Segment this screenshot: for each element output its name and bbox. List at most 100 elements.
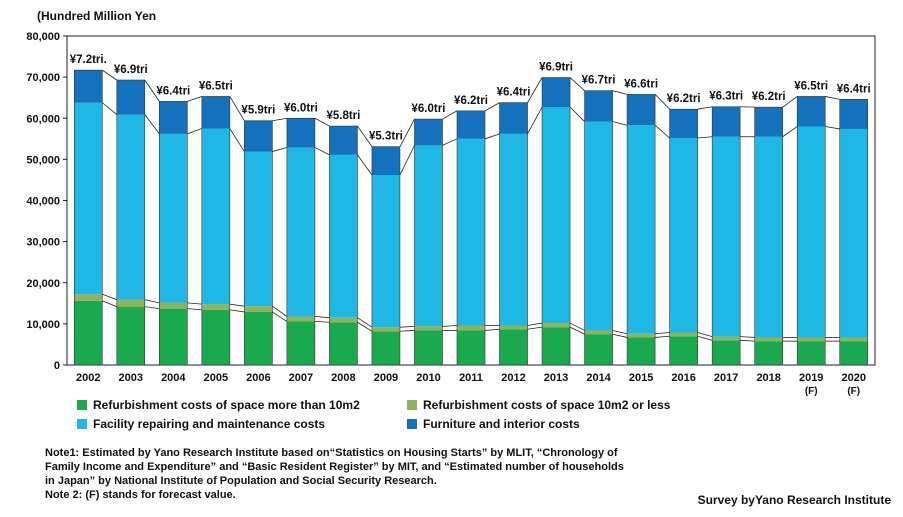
y-tick-label: 40,000 — [26, 196, 60, 208]
series-connector-line — [527, 106, 543, 135]
bar-segment — [627, 125, 656, 334]
x-tick-label: 2009 — [374, 372, 398, 384]
y-tick-label: 70,000 — [26, 72, 60, 84]
total-value-label: ¥6.4tri — [497, 87, 531, 99]
total-value-label: ¥5.3tri — [369, 131, 403, 143]
total-value-label: ¥5.9tri — [241, 105, 275, 117]
series-connector-line — [272, 117, 287, 122]
bar-outline — [244, 120, 273, 366]
bar-segment — [584, 330, 613, 335]
legend-swatch — [407, 400, 417, 410]
series-connector-line — [782, 96, 798, 108]
bar-segment — [286, 316, 315, 322]
series-connector-line — [314, 316, 330, 319]
total-value-label: ¥6.2tri — [667, 93, 701, 105]
series-connector-line — [527, 322, 543, 326]
x-tick-label: 2015 — [629, 372, 653, 384]
bar-segment — [457, 325, 485, 331]
bar-segment — [542, 323, 571, 328]
total-value-label: ¥6.9tri — [539, 62, 573, 74]
y-tick-label: 80,000 — [26, 31, 60, 43]
x-tick-label: 2012 — [501, 372, 525, 384]
bar-segment — [542, 107, 571, 324]
bar-outline — [584, 90, 613, 366]
bar-segment — [627, 337, 656, 365]
bar-segment — [797, 337, 826, 342]
bar-segment — [371, 175, 400, 328]
bar-outline — [371, 146, 401, 366]
bar-segment — [244, 311, 273, 365]
bar-segment — [457, 138, 485, 326]
bar-segment — [797, 341, 826, 365]
bar-segment — [839, 99, 868, 129]
bar-segment — [244, 120, 273, 152]
bar-segment — [74, 102, 103, 295]
series-connector-line — [654, 94, 670, 110]
bar-segment — [414, 330, 443, 365]
bar-outline — [159, 101, 188, 366]
note-line-1: Note1: Estimated by Yano Research Instit… — [45, 447, 618, 459]
total-value-label: ¥6.2tri — [454, 95, 488, 107]
bar-segment — [414, 119, 443, 146]
series-connector-line — [187, 308, 202, 311]
series-connector-line — [740, 339, 755, 342]
bar-segment — [201, 304, 230, 310]
source-credit: Survey byYano Research Institute — [697, 493, 891, 507]
bar-outline — [796, 96, 826, 366]
series-connector-line — [144, 114, 160, 135]
total-value-label: ¥6.5tri — [199, 80, 233, 92]
bar-segment — [712, 106, 741, 137]
total-value-label: ¥5.8tri — [326, 110, 360, 122]
bar-outline — [839, 99, 869, 366]
bar-segment — [839, 128, 868, 338]
series-connector-line — [654, 124, 670, 139]
bar-segment — [116, 114, 145, 300]
legend-item-facility-repair: Facility repairing and maintenance costs — [77, 417, 325, 431]
series-connector-line — [612, 333, 628, 338]
bar-segment — [584, 121, 613, 331]
x-tick-label: 2018 — [756, 372, 780, 384]
bar-segment — [286, 147, 315, 317]
series-connector-line — [102, 102, 118, 115]
bar-segment — [754, 107, 783, 137]
x-tick-label: 2007 — [289, 372, 313, 384]
x-tick-label: 2020 — [841, 372, 865, 384]
series-connector-line — [399, 145, 415, 176]
plot-area: 0 10,000 20,000 30,000 40,000 50,000 60,000 70,… — [26, 31, 876, 397]
y-axis-unit-label: (Hundred Million Yen — [37, 9, 157, 23]
bar-segment — [457, 110, 485, 139]
bar-outline — [499, 102, 528, 366]
x-tick-label: 2002 — [76, 372, 100, 384]
bar-segment — [329, 317, 358, 323]
bar-segment — [584, 334, 613, 365]
bar-segment — [244, 306, 273, 312]
y-tick-label: 20,000 — [26, 278, 60, 290]
y-tick-label: 30,000 — [26, 237, 60, 249]
note-line-2: Family Income and Expenditure” and “Basi… — [45, 461, 624, 473]
bar-segment — [542, 77, 571, 108]
bar-segment — [499, 325, 528, 330]
bar-segment — [159, 101, 188, 134]
series-connector-line — [612, 90, 628, 95]
bar-segment — [201, 309, 230, 365]
bar-segment — [201, 128, 230, 305]
series-connector-line — [484, 102, 500, 112]
series-connector-line — [187, 302, 202, 305]
series-connector-line — [527, 326, 543, 330]
series-connector-line — [187, 96, 202, 102]
bar-outline — [201, 96, 231, 366]
bar-outline — [711, 106, 741, 366]
series-connector-line — [229, 303, 245, 307]
bar-segment — [457, 330, 485, 365]
series-connector-line — [187, 128, 202, 135]
series-connector-line — [569, 326, 585, 335]
series-connector-line — [697, 332, 713, 338]
x-tick-label: 2016 — [671, 372, 695, 384]
x-tick-label: 2014 — [586, 372, 611, 384]
bar-segment — [499, 102, 528, 134]
bar-outline — [116, 79, 146, 366]
series-connector-line — [272, 311, 288, 322]
series-connector-line — [740, 336, 755, 338]
y-tick-label: 0 — [54, 360, 60, 372]
series-connector-line — [102, 293, 117, 300]
